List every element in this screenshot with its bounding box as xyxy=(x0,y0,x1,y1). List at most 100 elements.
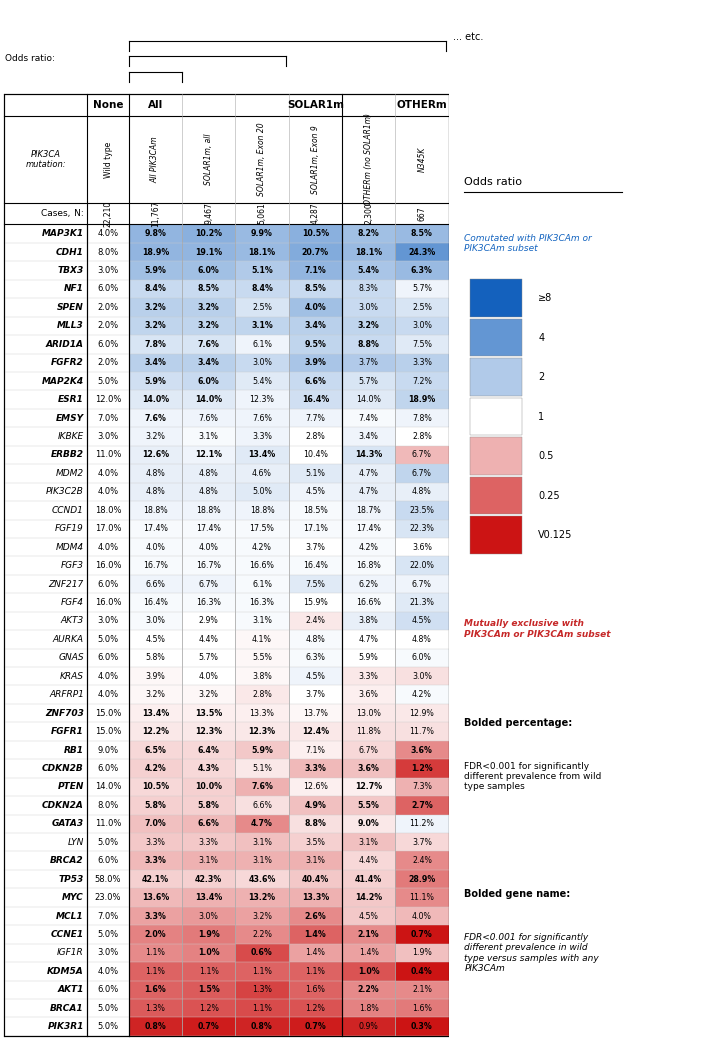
Bar xyxy=(182,760,236,777)
Bar xyxy=(395,981,449,1000)
Bar xyxy=(236,446,288,464)
Bar xyxy=(470,279,523,317)
Text: 0.3%: 0.3% xyxy=(411,1022,433,1031)
Text: 3.8%: 3.8% xyxy=(359,616,379,625)
Text: 3.1%: 3.1% xyxy=(359,837,379,847)
Bar xyxy=(129,722,182,741)
Bar xyxy=(236,593,288,612)
Text: Mutually exclusive with
PIK3CAm or PIK3CAm subset: Mutually exclusive with PIK3CAm or PIK3C… xyxy=(464,619,611,639)
Bar xyxy=(395,833,449,852)
Bar xyxy=(342,557,395,575)
Text: 24.3%: 24.3% xyxy=(408,247,436,257)
Bar xyxy=(342,427,395,446)
Text: 16.4%: 16.4% xyxy=(303,561,328,570)
Bar xyxy=(288,648,342,667)
Bar xyxy=(395,224,449,243)
Bar xyxy=(236,722,288,741)
Bar xyxy=(342,686,395,704)
Text: 13.3%: 13.3% xyxy=(250,709,274,718)
Text: 6.0%: 6.0% xyxy=(412,654,432,662)
Text: 7.6%: 7.6% xyxy=(145,414,167,423)
Text: 16.7%: 16.7% xyxy=(197,561,221,570)
Bar xyxy=(395,279,449,298)
Text: 14.2%: 14.2% xyxy=(355,894,382,902)
Text: CCNE1: CCNE1 xyxy=(51,930,84,939)
Bar xyxy=(129,1000,182,1017)
Bar xyxy=(129,704,182,722)
Text: 6.1%: 6.1% xyxy=(252,340,272,349)
Text: 5.0%: 5.0% xyxy=(98,635,119,644)
Text: 9.9%: 9.9% xyxy=(251,230,273,238)
Bar xyxy=(182,888,236,907)
Bar xyxy=(342,852,395,870)
Bar xyxy=(342,262,395,279)
Text: 22.3%: 22.3% xyxy=(409,525,434,533)
Bar xyxy=(129,372,182,391)
Bar xyxy=(342,907,395,926)
Text: 6.0%: 6.0% xyxy=(98,340,119,349)
Text: 11,767: 11,767 xyxy=(151,201,160,227)
Text: 5.9%: 5.9% xyxy=(145,266,167,275)
Text: 5.9%: 5.9% xyxy=(251,746,273,754)
Bar xyxy=(342,372,395,391)
Bar xyxy=(395,520,449,538)
Text: 4.0%: 4.0% xyxy=(305,303,326,312)
Bar xyxy=(288,704,342,722)
Text: 8.4%: 8.4% xyxy=(251,285,273,293)
Text: 1.1%: 1.1% xyxy=(145,967,165,976)
Text: 3.0%: 3.0% xyxy=(359,303,379,312)
Bar xyxy=(288,575,342,593)
Text: 3.1%: 3.1% xyxy=(252,616,272,625)
Text: None: None xyxy=(93,100,123,110)
Bar xyxy=(288,1017,342,1036)
Bar xyxy=(288,870,342,888)
Bar xyxy=(288,317,342,335)
Bar xyxy=(288,777,342,796)
Bar xyxy=(182,391,236,409)
Text: 17.4%: 17.4% xyxy=(197,525,221,533)
Text: Cases,  N:: Cases, N: xyxy=(41,209,84,218)
Text: 18.9%: 18.9% xyxy=(142,247,169,257)
Text: 3.0%: 3.0% xyxy=(252,358,272,367)
Bar xyxy=(288,464,342,482)
Text: 3.4%: 3.4% xyxy=(145,358,167,367)
Bar xyxy=(182,538,236,557)
Bar xyxy=(236,981,288,1000)
Bar xyxy=(182,520,236,538)
Text: All PIK3CAm: All PIK3CAm xyxy=(151,136,160,183)
Bar xyxy=(182,981,236,1000)
Bar xyxy=(288,686,342,704)
Bar xyxy=(342,612,395,630)
Text: 13.3%: 13.3% xyxy=(302,894,329,902)
Bar xyxy=(236,648,288,667)
Text: 1.9%: 1.9% xyxy=(412,949,431,957)
Bar xyxy=(395,777,449,796)
Text: 2,300: 2,300 xyxy=(364,203,373,224)
Text: 1.3%: 1.3% xyxy=(145,1004,165,1013)
Text: 0.5: 0.5 xyxy=(538,451,553,461)
Text: 11.8%: 11.8% xyxy=(356,727,381,736)
Bar xyxy=(236,926,288,943)
Text: 1.6%: 1.6% xyxy=(305,985,325,994)
Text: 23.0%: 23.0% xyxy=(95,894,121,902)
Text: 4.5%: 4.5% xyxy=(145,635,165,644)
Bar xyxy=(182,262,236,279)
Text: 9.8%: 9.8% xyxy=(145,230,167,238)
Bar xyxy=(182,427,236,446)
Text: 18.1%: 18.1% xyxy=(248,247,276,257)
Text: 3.3%: 3.3% xyxy=(412,358,432,367)
Text: 13.0%: 13.0% xyxy=(356,709,381,718)
Text: 2.4%: 2.4% xyxy=(412,856,432,865)
Text: MAP2K4: MAP2K4 xyxy=(42,377,84,385)
Bar xyxy=(236,575,288,593)
Bar xyxy=(288,353,342,372)
Text: LYN: LYN xyxy=(68,837,84,847)
Bar xyxy=(342,446,395,464)
Text: 1.0%: 1.0% xyxy=(358,967,379,976)
Text: 3.6%: 3.6% xyxy=(411,746,433,754)
Text: 5.1%: 5.1% xyxy=(252,764,272,773)
Bar xyxy=(288,593,342,612)
Text: 8.8%: 8.8% xyxy=(357,340,379,349)
Text: Wild type: Wild type xyxy=(104,141,112,178)
Bar xyxy=(129,409,182,427)
